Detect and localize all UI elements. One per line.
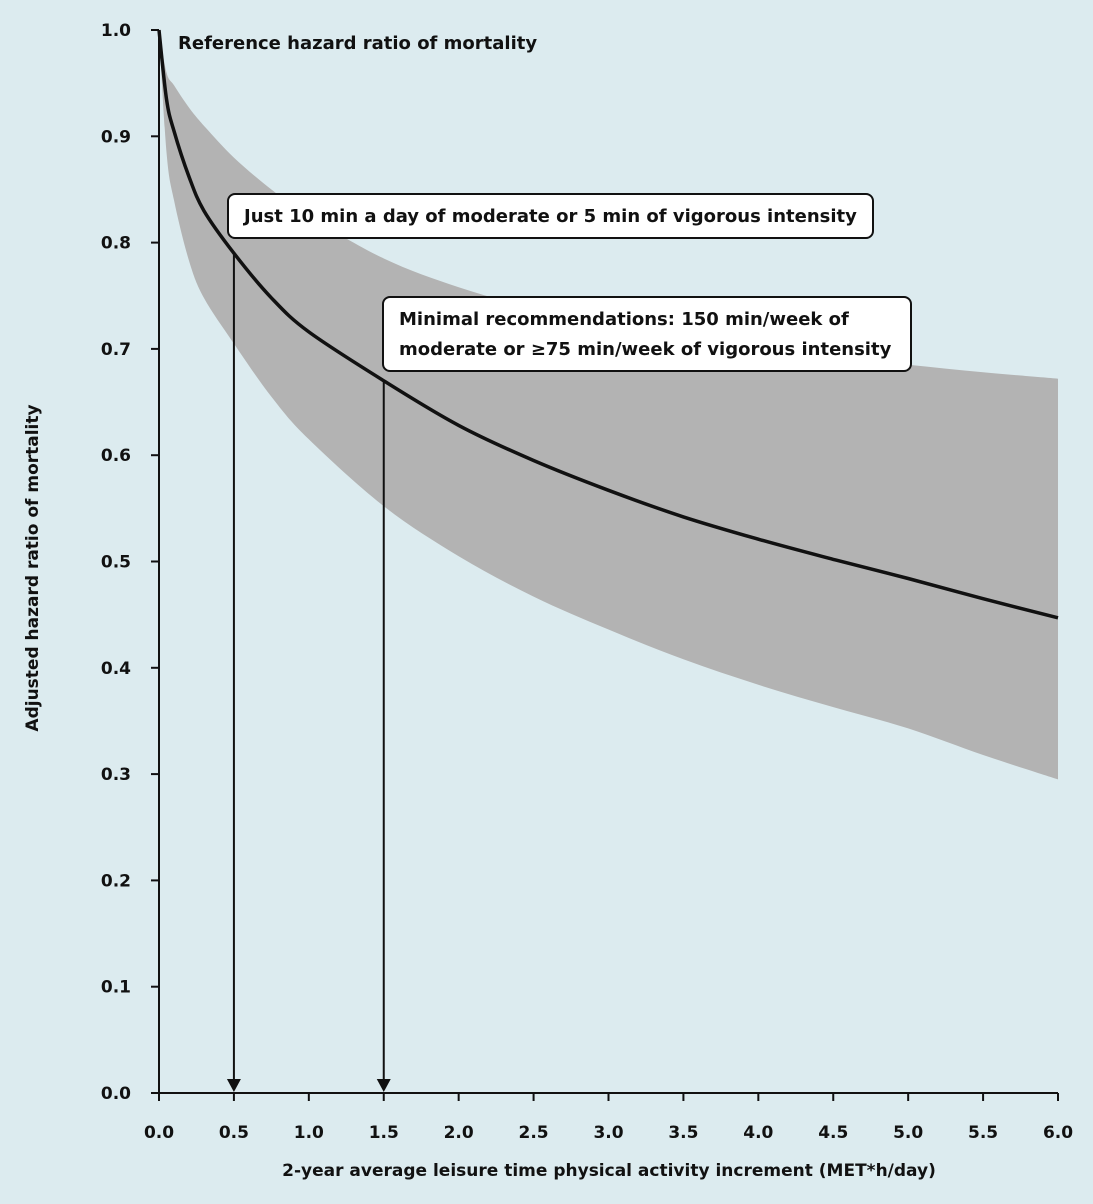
y-tick-label: 0.8 (101, 234, 131, 254)
annotation-text: Minimal recommendations: 150 min/week of (399, 309, 849, 330)
x-tick-label: 4.5 (818, 1123, 848, 1143)
x-tick-label: 2.0 (444, 1123, 474, 1143)
arrowhead (226, 1079, 241, 1092)
arrowhead (376, 1079, 391, 1092)
x-tick-label: 1.0 (294, 1123, 324, 1143)
x-tick-label: 0.5 (219, 1123, 249, 1143)
annotation-box (227, 193, 874, 239)
x-tick-label: 2.5 (519, 1123, 549, 1143)
y-tick-label: 0.2 (101, 871, 131, 891)
annotation-text: moderate or ≥75 min/week of vigorous int… (399, 339, 892, 360)
y-tick-label: 1.0 (101, 21, 131, 41)
x-tick-label: 0.0 (144, 1123, 174, 1143)
y-tick-label: 0.3 (101, 765, 131, 785)
y-tick-label: 0.6 (101, 446, 131, 466)
x-tick-label: 3.5 (668, 1123, 698, 1143)
x-tick-label: 4.0 (743, 1123, 773, 1143)
x-tick-label: 6.0 (1043, 1123, 1073, 1143)
x-tick-label: 5.5 (968, 1123, 998, 1143)
x-tick-label: 3.0 (593, 1123, 623, 1143)
annotation-box (382, 296, 912, 372)
y-tick-label: 0.5 (101, 553, 131, 573)
y-tick-label: 0.7 (101, 340, 131, 360)
y-tick-label: 0.0 (101, 1084, 131, 1104)
reference-label: Reference hazard ratio of mortality (178, 33, 537, 54)
hazard-ratio-line (157, 29, 1059, 620)
y-tick-label: 0.4 (101, 659, 131, 679)
x-tick-label: 5.0 (893, 1123, 923, 1143)
y-tick-label: 0.9 (101, 127, 131, 147)
confidence-band (159, 30, 1058, 780)
x-axis-title: 2-year average leisure time physical act… (282, 1161, 936, 1181)
annotation-text: Just 10 min a day of moderate or 5 min o… (242, 206, 857, 227)
x-tick-label: 1.5 (369, 1123, 399, 1143)
y-axis-title: Adjusted hazard ratio of mortality (23, 404, 43, 731)
y-tick-label: 0.1 (101, 978, 131, 998)
